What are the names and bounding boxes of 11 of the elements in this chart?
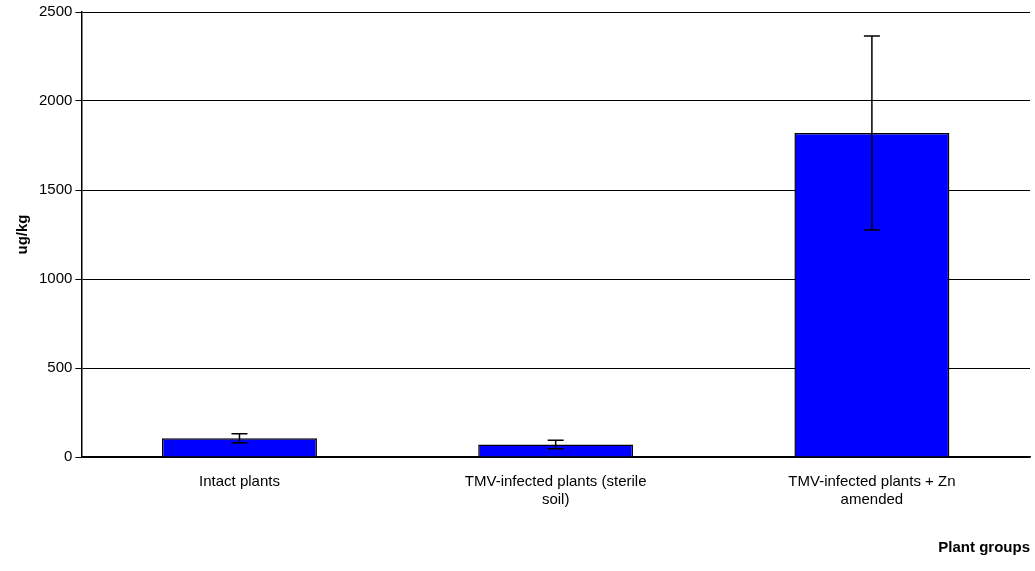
y-tick-label: 1500: [38, 180, 73, 198]
x-tick-label: Intact plants: [199, 472, 280, 490]
x-tick-label: TMV-infected plants (sterile soil): [464, 472, 647, 508]
y-tick-label: 1000: [38, 269, 73, 287]
y-tick-label: 500: [47, 358, 73, 376]
x-axis-title: Plant groups: [938, 538, 1030, 556]
y-axis-title: ug/kg: [13, 214, 31, 255]
y-tick-label: 2500: [38, 2, 73, 20]
x-tick-label: TMV-infected plants + Zn amended: [788, 472, 956, 508]
y-tick-label: 0: [64, 447, 73, 465]
y-tick-label: 2000: [38, 91, 73, 109]
